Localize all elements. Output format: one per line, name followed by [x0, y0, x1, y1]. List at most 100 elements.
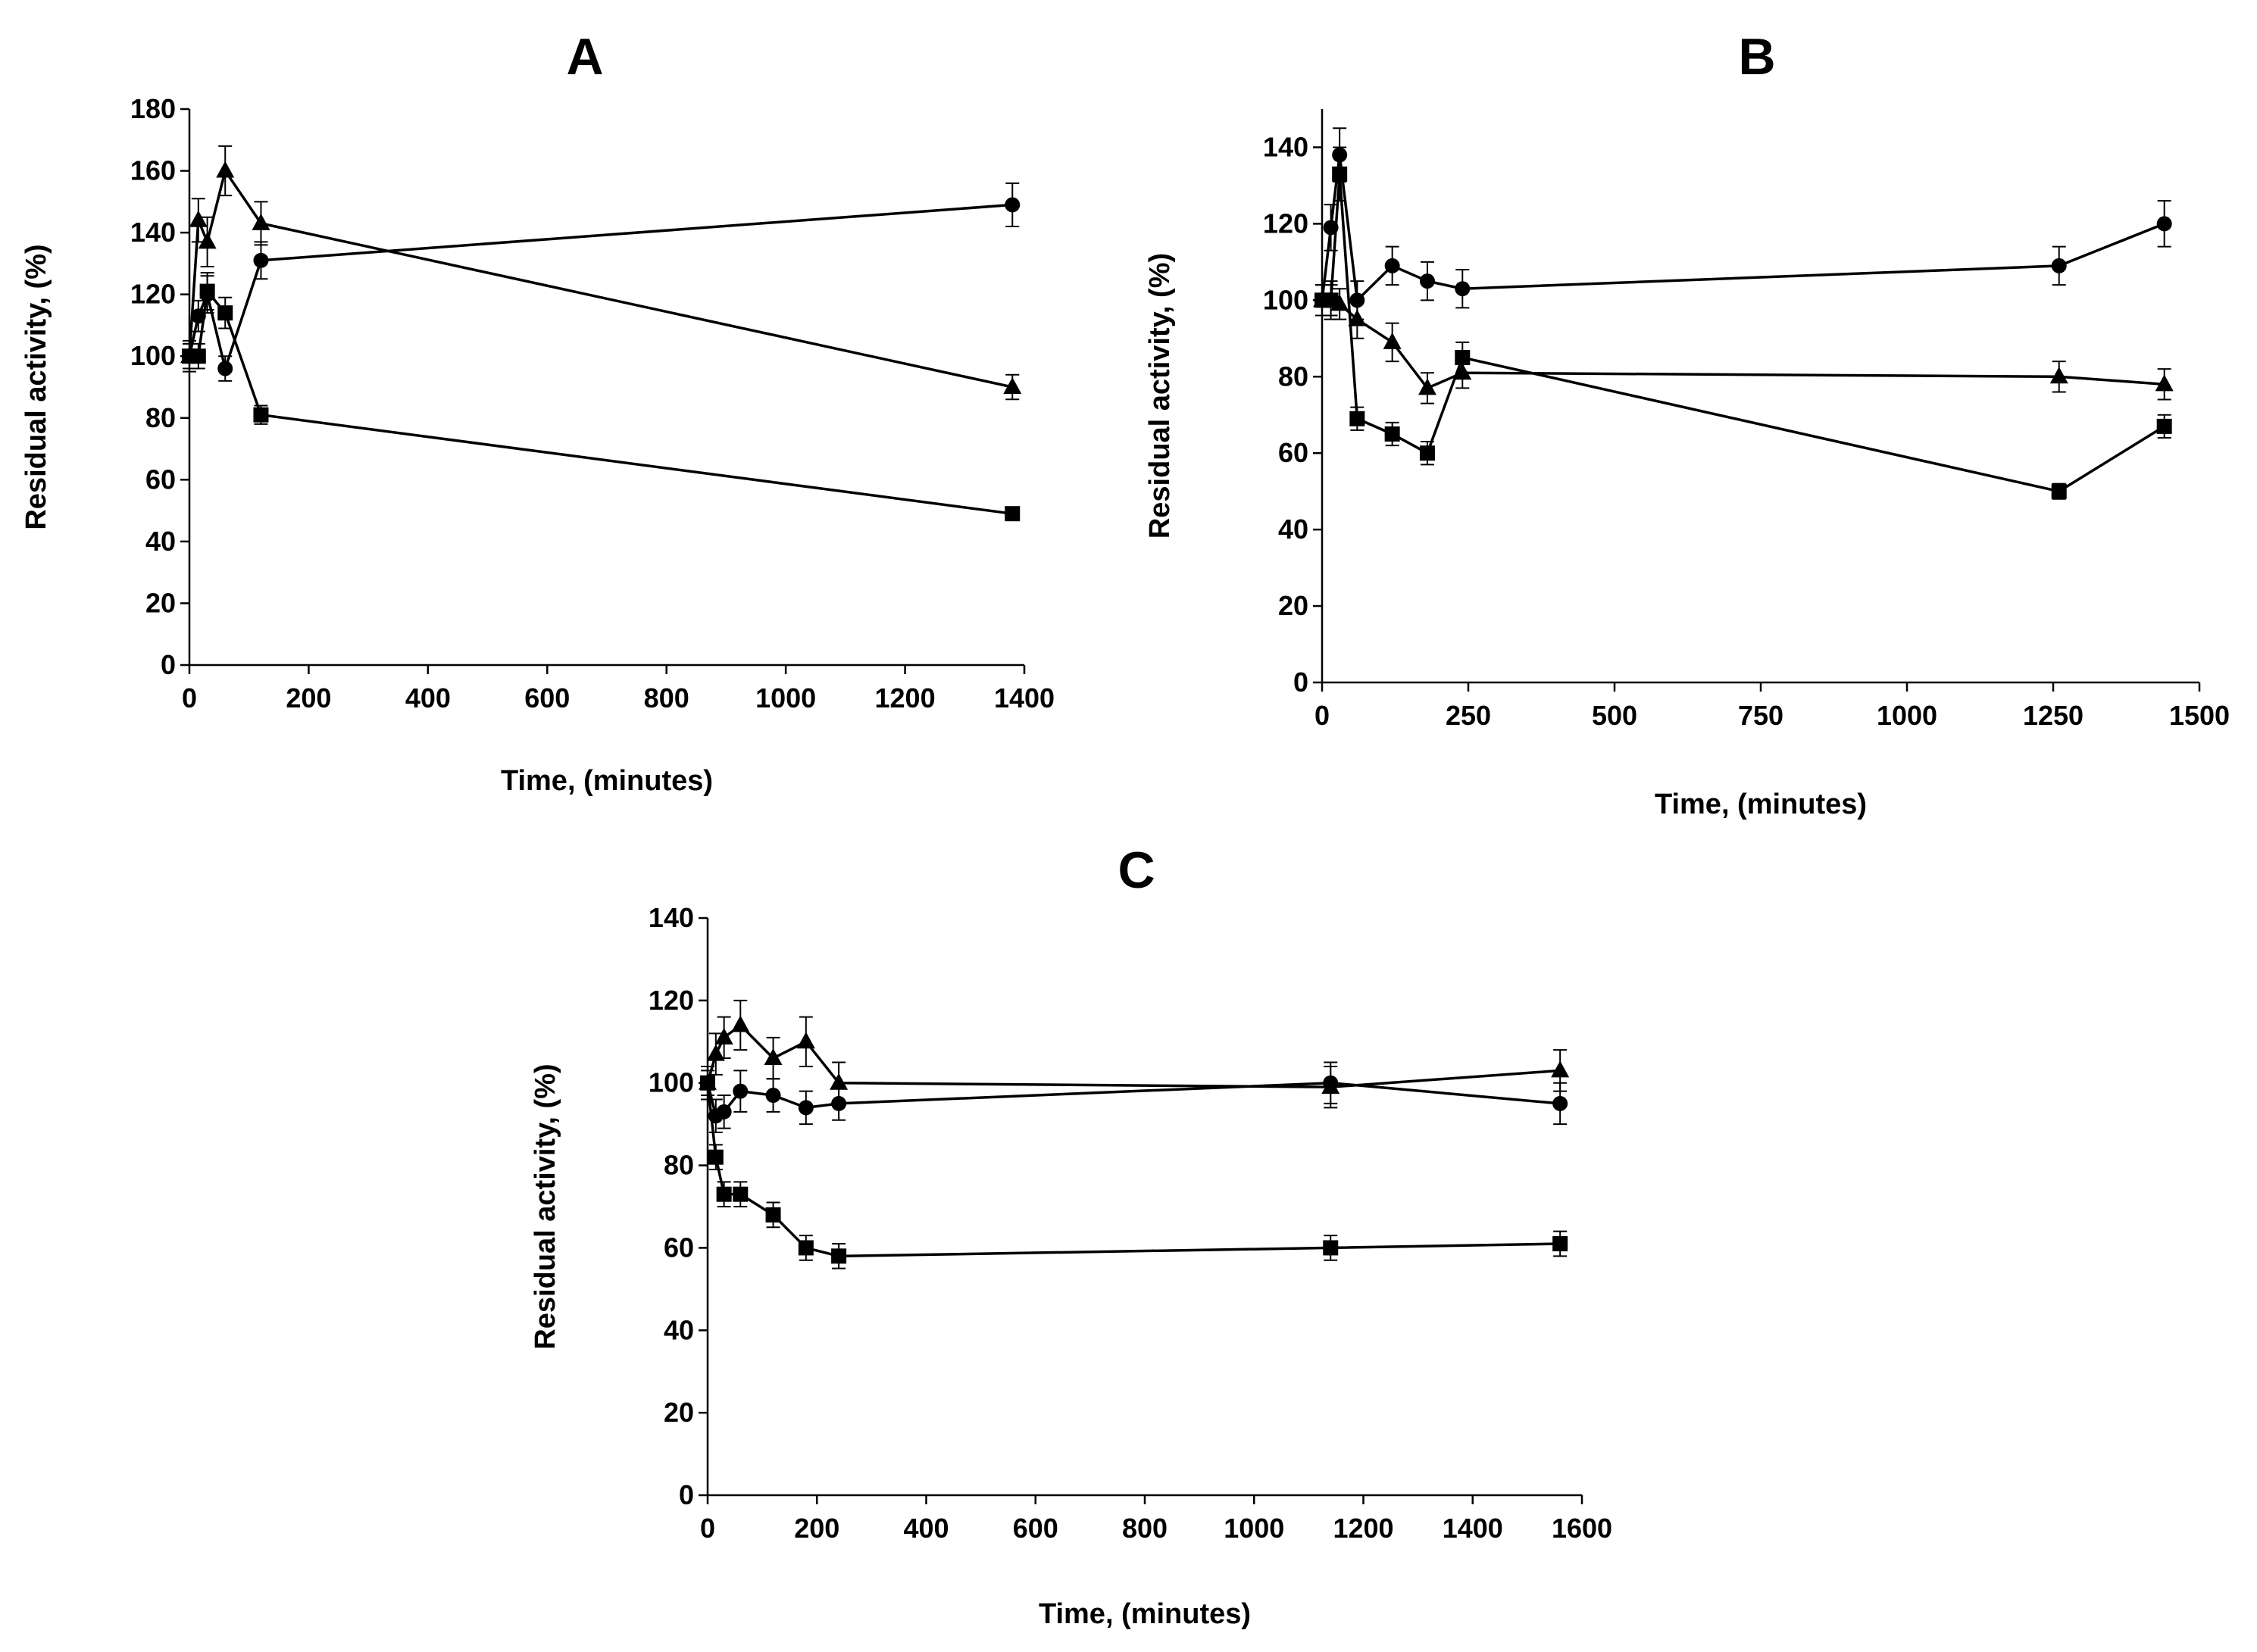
- data-point-triangle: [1551, 1060, 1570, 1078]
- y-tick-label: 120: [649, 985, 694, 1016]
- series-line-circle: [1321, 155, 2165, 304]
- data-point-square: [765, 1207, 781, 1223]
- y-tick-label: 60: [1278, 437, 1308, 468]
- x-tick-label: 1400: [1443, 1513, 1503, 1544]
- data-point-square: [1552, 1235, 1568, 1251]
- y-tick-label: 60: [145, 464, 176, 495]
- x-tick-label: 1600: [1552, 1513, 1612, 1544]
- y-tick-label: 180: [130, 93, 176, 124]
- y-tick-label: 120: [1263, 208, 1308, 239]
- data-point-triangle: [706, 1044, 725, 1061]
- x-tick-label: 1000: [1877, 700, 1937, 731]
- panel-b-chart: B Time, (minutes) Residual activity, (%)…: [1144, 28, 2230, 820]
- x-tick-label: 1250: [2023, 700, 2084, 731]
- y-tick-label: 80: [1278, 361, 1308, 392]
- y-tick-label: 40: [1278, 514, 1308, 545]
- y-tick-label: 120: [130, 279, 176, 310]
- data-point-square: [708, 1149, 724, 1165]
- data-point-circle: [253, 252, 269, 268]
- y-tick-label: 100: [130, 340, 176, 371]
- data-point-square: [190, 348, 206, 364]
- x-tick-label: 0: [1314, 700, 1330, 731]
- panel-b-title: B: [1738, 28, 1775, 86]
- y-tick-label: 140: [130, 217, 176, 248]
- x-tick-label: 0: [700, 1513, 715, 1544]
- x-tick-label: 500: [1592, 700, 1637, 731]
- data-point-triangle: [731, 1015, 750, 1032]
- y-tick-label: 20: [145, 587, 176, 618]
- x-tick-label: 1000: [755, 682, 816, 714]
- data-point-circle: [733, 1083, 749, 1099]
- x-tick-label: 0: [182, 682, 197, 714]
- x-tick-label: 1200: [875, 682, 936, 714]
- x-tick-label: 400: [405, 682, 451, 714]
- data-point-triangle: [764, 1048, 783, 1066]
- data-point-square: [2051, 483, 2067, 499]
- data-point-circle: [1384, 258, 1400, 273]
- data-point-circle: [217, 361, 233, 376]
- panel-b-y-axis-title: Residual activity, (%): [1144, 253, 1176, 539]
- data-point-triangle: [796, 1032, 815, 1049]
- y-tick-label: 20: [664, 1397, 694, 1428]
- y-tick-label: 80: [664, 1150, 694, 1181]
- panel-a-y-axis-title: Residual activity, (%): [20, 244, 52, 529]
- y-tick-label: 20: [1278, 590, 1308, 621]
- series-line-triangle: [188, 167, 1013, 389]
- y-tick-label: 140: [649, 902, 694, 933]
- series-line-circle: [188, 203, 1013, 373]
- x-tick-label: 1200: [1333, 1513, 1393, 1544]
- x-tick-label: 1400: [994, 682, 1055, 714]
- data-point-triangle: [1003, 377, 1022, 394]
- data-point-triangle: [1383, 332, 1402, 349]
- x-tick-label: 200: [794, 1513, 839, 1544]
- data-point-square: [1419, 445, 1435, 461]
- panel-a-chart: A Time, (minutes) Residual activity, (%)…: [20, 28, 1055, 797]
- y-tick-label: 140: [1263, 131, 1308, 162]
- data-point-square: [1349, 411, 1365, 426]
- data-point-square: [217, 305, 233, 321]
- x-tick-label: 400: [903, 1513, 949, 1544]
- data-point-triangle: [1321, 1077, 1340, 1095]
- panel-c-y-axis-title: Residual activity, (%): [530, 1063, 561, 1349]
- panel-a-title: A: [566, 28, 603, 86]
- y-tick-label: 40: [664, 1314, 694, 1345]
- y-tick-label: 100: [649, 1067, 694, 1098]
- panel-a-x-axis-title: Time, (minutes): [501, 765, 713, 797]
- data-point-square: [2156, 418, 2172, 434]
- data-point-square: [1005, 506, 1021, 522]
- y-tick-label: 160: [130, 155, 176, 186]
- x-tick-label: 750: [1738, 700, 1783, 731]
- y-tick-label: 0: [1293, 667, 1308, 698]
- series-line-square: [189, 288, 1013, 515]
- data-point-circle: [765, 1088, 781, 1104]
- data-point-square: [1323, 292, 1339, 308]
- data-point-circle: [1455, 281, 1471, 297]
- data-point-square: [199, 283, 215, 299]
- panel-c-x-axis-title: Time, (minutes): [1039, 1598, 1251, 1630]
- data-point-square: [798, 1240, 814, 1256]
- x-tick-label: 1500: [2169, 700, 2230, 731]
- data-point-circle: [798, 1100, 814, 1116]
- x-tick-label: 800: [1122, 1513, 1168, 1544]
- x-tick-label: 200: [286, 682, 331, 714]
- data-point-triangle: [714, 1027, 733, 1045]
- data-point-triangle: [216, 161, 235, 178]
- x-tick-label: 600: [1013, 1513, 1058, 1544]
- x-tick-label: 250: [1446, 700, 1491, 731]
- data-point-triangle: [1418, 378, 1436, 395]
- data-point-triangle: [830, 1073, 849, 1090]
- panel-b-x-axis-title: Time, (minutes): [1655, 789, 1867, 820]
- data-point-square: [831, 1248, 847, 1264]
- data-point-triangle: [252, 213, 270, 230]
- data-point-square: [733, 1186, 749, 1202]
- data-point-square: [716, 1186, 732, 1202]
- y-tick-label: 100: [1263, 284, 1308, 315]
- data-point-circle: [1552, 1095, 1568, 1111]
- data-point-square: [1323, 1240, 1339, 1256]
- x-tick-label: 1000: [1224, 1513, 1284, 1544]
- y-tick-label: 80: [145, 402, 176, 433]
- data-point-square: [253, 407, 269, 423]
- data-point-triangle: [1348, 309, 1367, 326]
- data-point-circle: [716, 1104, 732, 1120]
